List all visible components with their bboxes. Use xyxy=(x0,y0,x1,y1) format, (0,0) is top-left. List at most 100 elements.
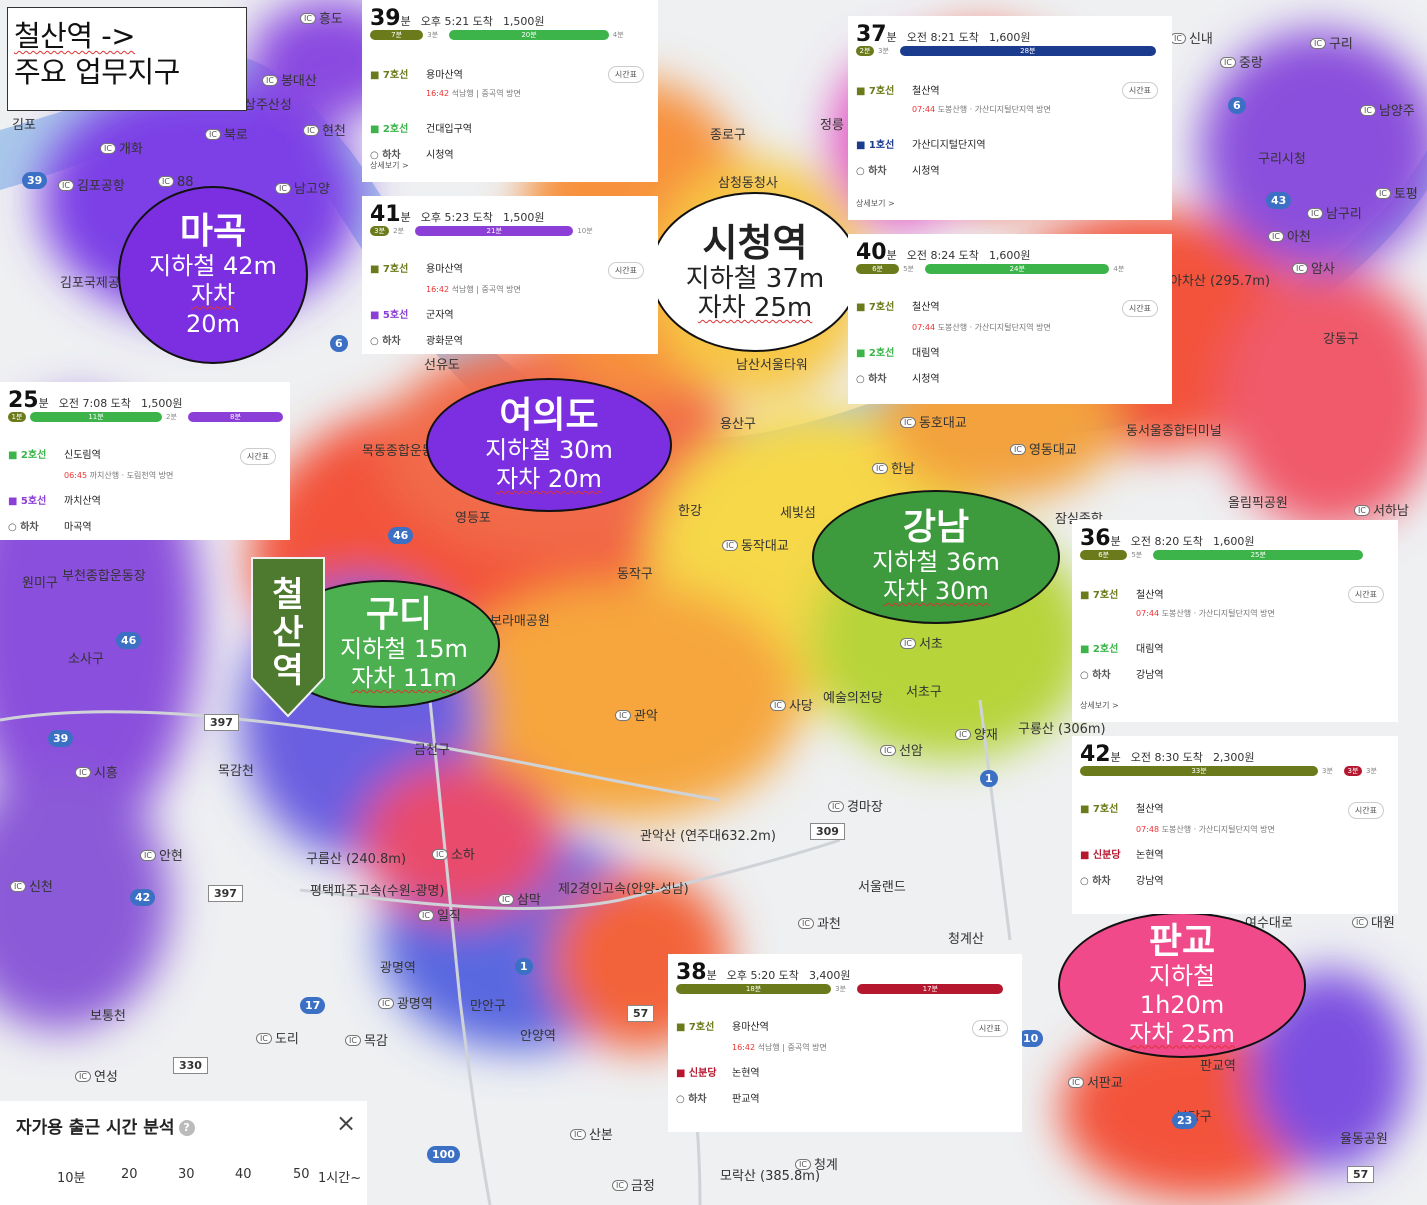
map-label: IC 서판교 xyxy=(1068,1072,1123,1091)
route-card-header: 36분 오전 8:20 도착 1,600원 xyxy=(1080,526,1255,551)
map-label: 보통천 xyxy=(90,1005,126,1024)
departure-time: 16:42 xyxy=(732,1043,758,1052)
map-label: 안양역 xyxy=(520,1025,556,1044)
route-card[interactable]: 36분 오전 8:20 도착 1,600원 6분 5분 25분 ■ 7호선 철산역 ■ 2호선 대… xyxy=(1072,520,1398,722)
map-label-text: 시흥 xyxy=(93,766,118,781)
map-label: IC 아천 xyxy=(1268,226,1311,245)
route-departure-info: 16:42 석남행 | 중곡역 방면 xyxy=(732,1042,827,1053)
map-label-text: 목동종합운동장 xyxy=(362,444,446,459)
map-label: 동작구 xyxy=(617,563,653,582)
map-label-text: 목감 xyxy=(363,1034,388,1049)
map-label: IC 사당 xyxy=(770,695,813,714)
map-label-text: 금천구 xyxy=(414,743,450,758)
han-river xyxy=(0,55,1427,480)
map-label: 구리시청 xyxy=(1258,148,1306,167)
timetable-button[interactable]: 시간표 xyxy=(1121,82,1158,99)
hub-pangyo[interactable]: 판교 지하철 1h20m 자차 25m xyxy=(1058,912,1306,1058)
route-card-header: 39분 오후 5:21 도착 1,500원 xyxy=(370,6,545,31)
route-segment-bar: 3분 2분 21분 10분 xyxy=(370,226,648,238)
timetable-button[interactable]: 시간표 xyxy=(607,66,644,83)
route-card[interactable]: 40분 오전 8:24 도착 1,600원 6분 5분 24분 4분 ■ 7호선 철산역 ■ 2호… xyxy=(848,234,1172,404)
map-label-text: 삼막 xyxy=(516,893,541,908)
map-label-text: 평택파주고속(수원-광명) xyxy=(310,884,445,899)
map-label-text: 사당 xyxy=(788,699,813,714)
route-arrival: 오전 8:24 도착 xyxy=(906,249,979,262)
departure-time: 16:42 xyxy=(426,285,452,294)
timetable-button[interactable]: 시간표 xyxy=(607,262,644,279)
interchange-icon: IC xyxy=(798,918,814,929)
timetable-button[interactable]: 시간표 xyxy=(1347,802,1384,819)
route-card[interactable]: 42분 오전 8:30 도착 2,300원 33분 3분 3분 3분 ■ 7호선 철산역 ■ 신분… xyxy=(1072,736,1398,914)
route-transfer-time: 4분 xyxy=(1113,265,1125,273)
route-segment: 25분 xyxy=(1153,550,1364,560)
route-line-name: ■ 2호선 xyxy=(856,348,895,359)
map-label-text: 강동구 xyxy=(1323,332,1359,347)
route-card[interactable]: 25분 오전 7:08 도착 1,500원 1분 11분 2분 8분 ■ 2호선 신도림역 ■ 5… xyxy=(0,382,290,540)
hub-yeouido[interactable]: 여의도 지하철 30m 자차 20m xyxy=(426,378,672,512)
interchange-icon: IC xyxy=(498,894,514,905)
timetable-button[interactable]: 시간표 xyxy=(971,1020,1008,1037)
details-link[interactable]: 상세보기 > xyxy=(856,199,895,208)
help-icon[interactable]: ? xyxy=(178,1120,195,1136)
map-label: IC 서초 xyxy=(900,633,943,652)
map-label: 용산구 xyxy=(720,413,756,432)
route-card[interactable]: 38분 오후 5:20 도착 3,400원 18분 3분 17분 ■ 7호선 용마산역 ■ 신분… xyxy=(668,954,1022,1132)
hub-magok[interactable]: 마곡 지하철 42m 자차 20m xyxy=(118,186,308,364)
timetable-button[interactable]: 시간표 xyxy=(1347,586,1384,603)
route-segment: 33분 xyxy=(1080,766,1318,776)
route-transfer-time: 2분 xyxy=(166,413,177,421)
close-icon[interactable]: × xyxy=(336,1109,357,1137)
route-departure-info: 07:44 도봉산행 · 가산디지털단지역 방면 xyxy=(912,104,1051,115)
map-label-text: 양재 xyxy=(973,728,998,743)
hub-gangnam[interactable]: 강남 지하철 36m 자차 30m xyxy=(812,490,1060,624)
map-label: IC 안현 xyxy=(140,845,183,864)
route-transfer-time: 2분 xyxy=(393,227,405,235)
hub-yeouido-car: 자차 20m xyxy=(496,465,602,493)
map-label-text: 봉대산 xyxy=(280,74,317,89)
hub-guro-name: 구디 xyxy=(365,594,433,635)
origin-char-2: 산 xyxy=(272,613,304,653)
route-card[interactable]: 39분 오후 5:21 도착 1,500원 7분 3분 20분 4분 ■ 7호선 용마산역 ■ 2… xyxy=(362,0,658,182)
hub-cityhall[interactable]: 시청역 지하철 37m 자차 25m xyxy=(650,192,860,352)
details-link[interactable]: 상세보기 > xyxy=(1080,701,1119,710)
map-label-text: 김포공항 xyxy=(76,179,125,194)
map-label-text: 과천 xyxy=(816,917,841,932)
map-label: 관악산 (연주대632.2m) xyxy=(640,825,776,844)
map-label-text: 김포국제공 xyxy=(60,276,120,291)
route-line-name: ■ 7호선 xyxy=(1080,590,1119,601)
map-label-text: 아차산 (295.7m) xyxy=(1170,274,1271,289)
hub-guro-subway: 지하철 15m xyxy=(340,635,468,663)
map-label: IC 연성 xyxy=(75,1066,118,1085)
route-line-name: ■ 2호선 xyxy=(8,450,47,461)
interchange-icon: IC xyxy=(275,183,291,194)
hub-yeouido-name: 여의도 xyxy=(499,395,599,436)
timetable-button[interactable]: 시간표 xyxy=(239,448,276,465)
hub-guro-car: 자차 11m xyxy=(351,664,457,692)
route-transfer-time: 4분 xyxy=(612,31,624,39)
map-label: 예술의전당 xyxy=(823,687,883,706)
route-segment: 28분 xyxy=(900,46,1156,56)
departure-direction: 도봉산행 · 가산디지털단지역 방면 xyxy=(1161,825,1275,834)
route-line-name: ■ 7호선 xyxy=(856,86,895,97)
details-link[interactable]: 상세보기 > xyxy=(370,161,409,170)
route-number-badge: 39 xyxy=(48,730,74,747)
interchange-icon: IC xyxy=(795,1159,811,1170)
route-card-header: 42분 오전 8:30 도착 2,300원 xyxy=(1080,742,1255,767)
map-label: IC 선암 xyxy=(880,740,923,759)
route-card[interactable]: 41분 오후 5:23 도착 1,500원 3분 2분 21분 10분 ■ 7호선 용마산역 ■ … xyxy=(362,196,658,354)
interchange-icon: IC xyxy=(75,767,91,778)
route-minutes-unit: 분 xyxy=(886,31,897,44)
route-card[interactable]: 37분 오전 8:21 도착 1,600원 2분 3분 28분 ■ 7호선 철산역 ■ 1호선 가… xyxy=(848,16,1172,220)
map-label-text: 영등포 xyxy=(455,511,491,526)
route-minutes-unit: 분 xyxy=(706,969,717,982)
timetable-button[interactable]: 시간표 xyxy=(1121,300,1158,317)
departure-direction: 도봉산행 · 가산디지털단지역 방면 xyxy=(937,323,1051,332)
interchange-icon: IC xyxy=(1354,505,1370,516)
route-number-badge: 39 xyxy=(22,172,48,189)
route-line-name: ■ 7호선 xyxy=(370,264,409,275)
map-label: 정릉 xyxy=(820,114,844,133)
hub-cityhall-subway: 지하철 37m xyxy=(685,264,825,294)
route-transfer-time: 3분 xyxy=(1322,767,1333,775)
route-step: ■ 7호선 철산역 xyxy=(856,82,940,97)
map-label: 제2경인고속(안양-성남) xyxy=(558,878,689,897)
